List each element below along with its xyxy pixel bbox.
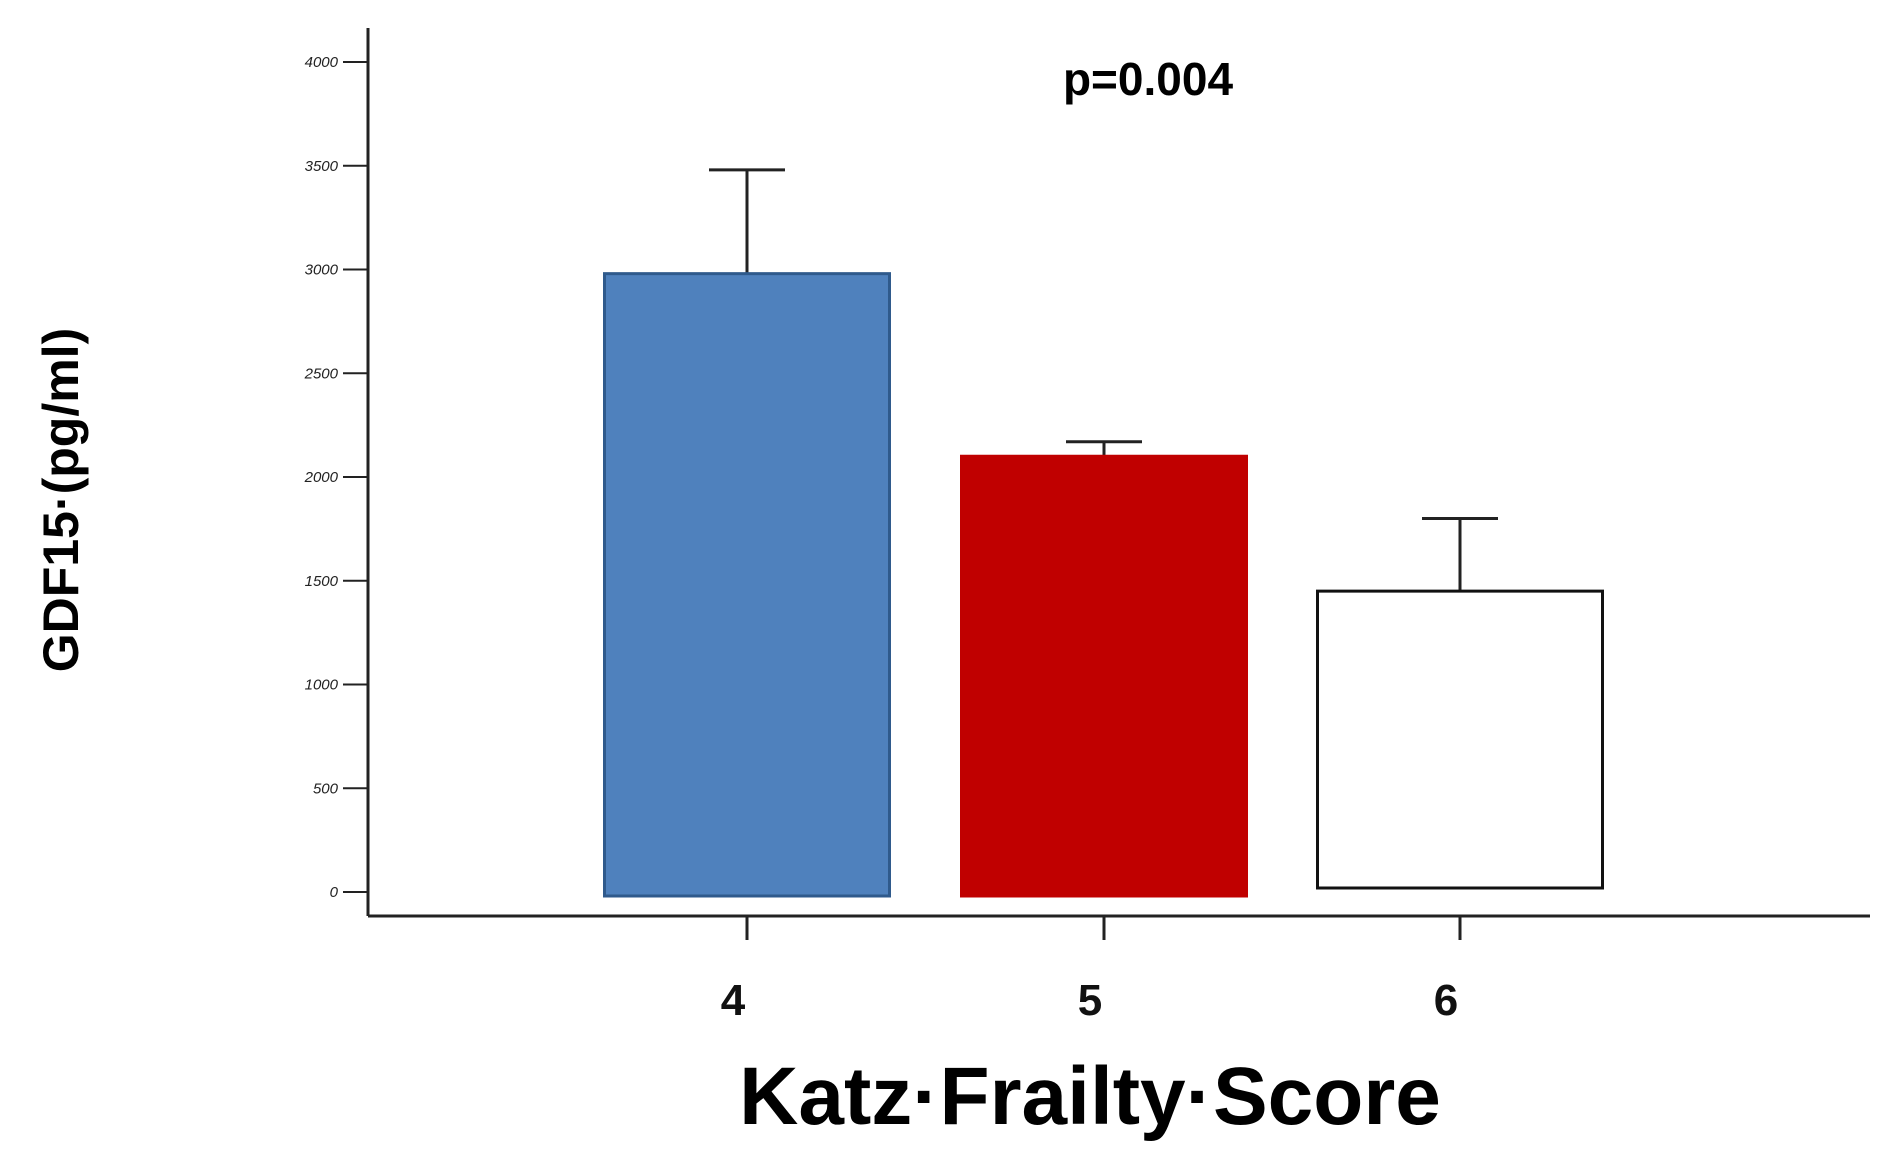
bars-group	[603, 168, 1604, 898]
x-axis-title: Katz·Frailty·Score	[739, 1051, 1441, 1142]
y-tick-label: 0	[330, 884, 339, 901]
bar-4	[603, 272, 891, 898]
y-tick-label: 1500	[305, 573, 339, 590]
bar-5	[960, 454, 1248, 898]
x-tick-label: 5	[1078, 976, 1102, 1025]
y-axis-title: GDF15·(pg/ml)	[33, 328, 89, 672]
x-tick-label: 4	[721, 976, 746, 1025]
y-tick-label: 4000	[305, 54, 339, 71]
y-tick-label: 500	[313, 780, 339, 797]
p-value-annotation: p=0.004	[1063, 53, 1233, 105]
y-axis-ticks: 0 500 1000 1500 2000 2500 3000 3500 4000	[304, 54, 368, 901]
x-tick-label: 6	[1434, 976, 1458, 1025]
x-axis-ticks: 4 5 6	[721, 916, 1462, 1025]
y-tick-label: 1000	[305, 677, 339, 694]
y-tick-label: 3500	[305, 158, 339, 175]
bar-6	[1316, 589, 1604, 890]
y-tick-label: 2500	[304, 365, 339, 382]
y-tick-label: 2000	[304, 469, 339, 486]
y-tick-label: 3000	[305, 262, 339, 279]
